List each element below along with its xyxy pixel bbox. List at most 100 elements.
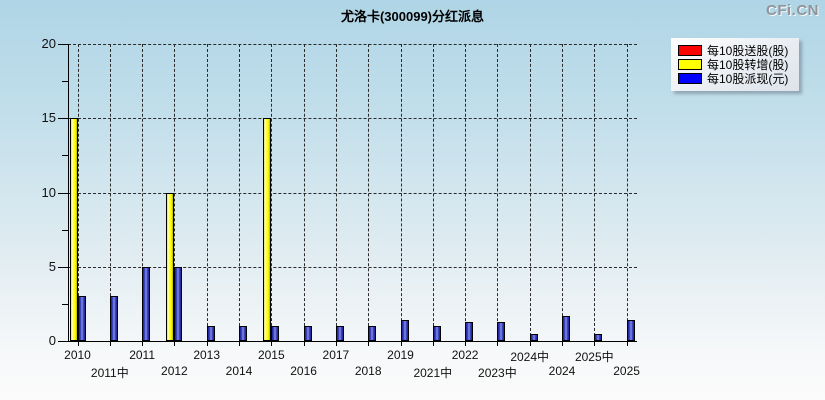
x-tick [174, 341, 176, 346]
x-axis-label: 2018 [354, 364, 382, 378]
legend-item-bonus-shares: 每10股送股(股) [678, 44, 792, 58]
y-minor-tick [62, 303, 68, 305]
conversion-shares-bar [69, 118, 78, 341]
cash-dividend-bar [335, 326, 344, 341]
v-gridline [594, 44, 596, 341]
y-major-tick [58, 266, 68, 268]
cash-dividend-bar [626, 320, 635, 341]
x-axis-label: 2014 [225, 364, 253, 378]
x-axis-label: 2017 [322, 348, 350, 362]
legend-label: 每10股派现(元) [707, 72, 789, 86]
x-tick [465, 341, 467, 346]
cash-dividend-bar [142, 266, 151, 341]
conversion-shares-bar [263, 118, 272, 341]
x-axis-label: 2024 [548, 364, 576, 378]
cash-dividend-bar [174, 266, 183, 341]
v-gridline [562, 44, 563, 341]
conversion-shares-bar [166, 192, 175, 341]
cash-dividend-bar [206, 326, 215, 341]
h-gridline [68, 44, 637, 45]
h-gridline [68, 266, 637, 268]
legend: 每10股送股(股) 每10股转增(股) 每10股派现(元) [671, 38, 799, 91]
x-tick [239, 341, 240, 346]
y-axis-label: 20 [41, 36, 56, 51]
v-gridline [174, 44, 176, 341]
cash-dividend-bar [465, 322, 474, 341]
legend-item-conversion-shares: 每10股转增(股) [678, 58, 792, 72]
h-gridline [68, 192, 637, 194]
x-tick [142, 341, 144, 346]
y-major-tick [58, 44, 68, 45]
v-gridline [142, 44, 144, 341]
v-gridline [335, 44, 337, 341]
y-axis-label: 15 [41, 110, 56, 126]
x-axis-label: 2025中 [574, 350, 614, 364]
h-gridline [68, 118, 637, 120]
x-tick [109, 341, 111, 346]
v-gridline [239, 44, 240, 341]
y-major-tick [58, 192, 68, 194]
x-tick [562, 341, 563, 346]
x-tick [594, 341, 596, 346]
x-axis [58, 341, 637, 342]
v-gridline [303, 44, 305, 341]
x-axis-label: 2012 [161, 364, 188, 378]
x-tick [303, 341, 305, 346]
yellow-swatch-icon [678, 59, 702, 70]
cash-dividend-bar [303, 326, 312, 341]
x-tick [271, 341, 273, 346]
v-gridline [206, 44, 208, 341]
cash-dividend-bar [271, 326, 280, 341]
x-axis-label: 2021中 [413, 366, 453, 380]
x-tick [206, 341, 208, 346]
cash-dividend-bar [400, 320, 409, 341]
x-axis-label: 2011 [129, 348, 155, 362]
y-minor-tick [62, 155, 68, 157]
x-axis-label: 2013 [193, 348, 221, 362]
v-gridline [529, 44, 531, 341]
cfi-watermark: CFi.CN [766, 2, 819, 19]
x-axis-label: 2011中 [90, 366, 129, 380]
cash-dividend-bar [77, 296, 86, 341]
x-axis-label: 2022 [451, 348, 479, 362]
cash-dividend-bar [562, 315, 570, 341]
cash-dividend-bar [432, 326, 441, 341]
cash-dividend-bar [594, 333, 603, 341]
x-axis-label: 2025 [613, 364, 640, 378]
cash-dividend-bar [109, 296, 118, 341]
x-axis-label: 2010 [64, 348, 91, 362]
x-axis-label: 2024中 [510, 350, 550, 364]
y-major-tick [58, 118, 68, 120]
v-gridline [77, 44, 79, 341]
y-minor-tick [62, 81, 68, 83]
v-gridline [271, 44, 273, 341]
blue-swatch-icon [678, 73, 702, 84]
v-gridline [368, 44, 370, 341]
x-tick [368, 341, 370, 346]
y-axis [68, 44, 69, 342]
legend-item-cash-dividend: 每10股派现(元) [678, 72, 792, 86]
cash-dividend-bar [529, 334, 538, 341]
x-axis-label: 2016 [290, 364, 317, 378]
x-tick [335, 341, 337, 346]
x-axis-label: 2015 [257, 348, 285, 362]
red-swatch-icon [678, 45, 702, 56]
x-tick [497, 341, 499, 346]
x-axis-label: 2019 [387, 348, 414, 362]
x-tick [626, 341, 628, 346]
v-gridline [432, 44, 434, 341]
v-gridline [497, 44, 499, 341]
cash-dividend-bar [239, 326, 247, 341]
x-tick [529, 341, 531, 346]
chart-title: 尤洛卡(300099)分红派息 [340, 9, 485, 24]
v-gridline [465, 44, 467, 341]
legend-label: 每10股转增(股) [707, 58, 789, 72]
cash-dividend-bar [497, 321, 506, 341]
y-axis-label: 0 [48, 333, 56, 348]
v-gridline [626, 44, 628, 341]
v-gridline [400, 44, 402, 341]
legend-label: 每10股送股(股) [707, 44, 789, 58]
x-tick [400, 341, 402, 346]
x-axis-label: 2023中 [478, 366, 517, 380]
